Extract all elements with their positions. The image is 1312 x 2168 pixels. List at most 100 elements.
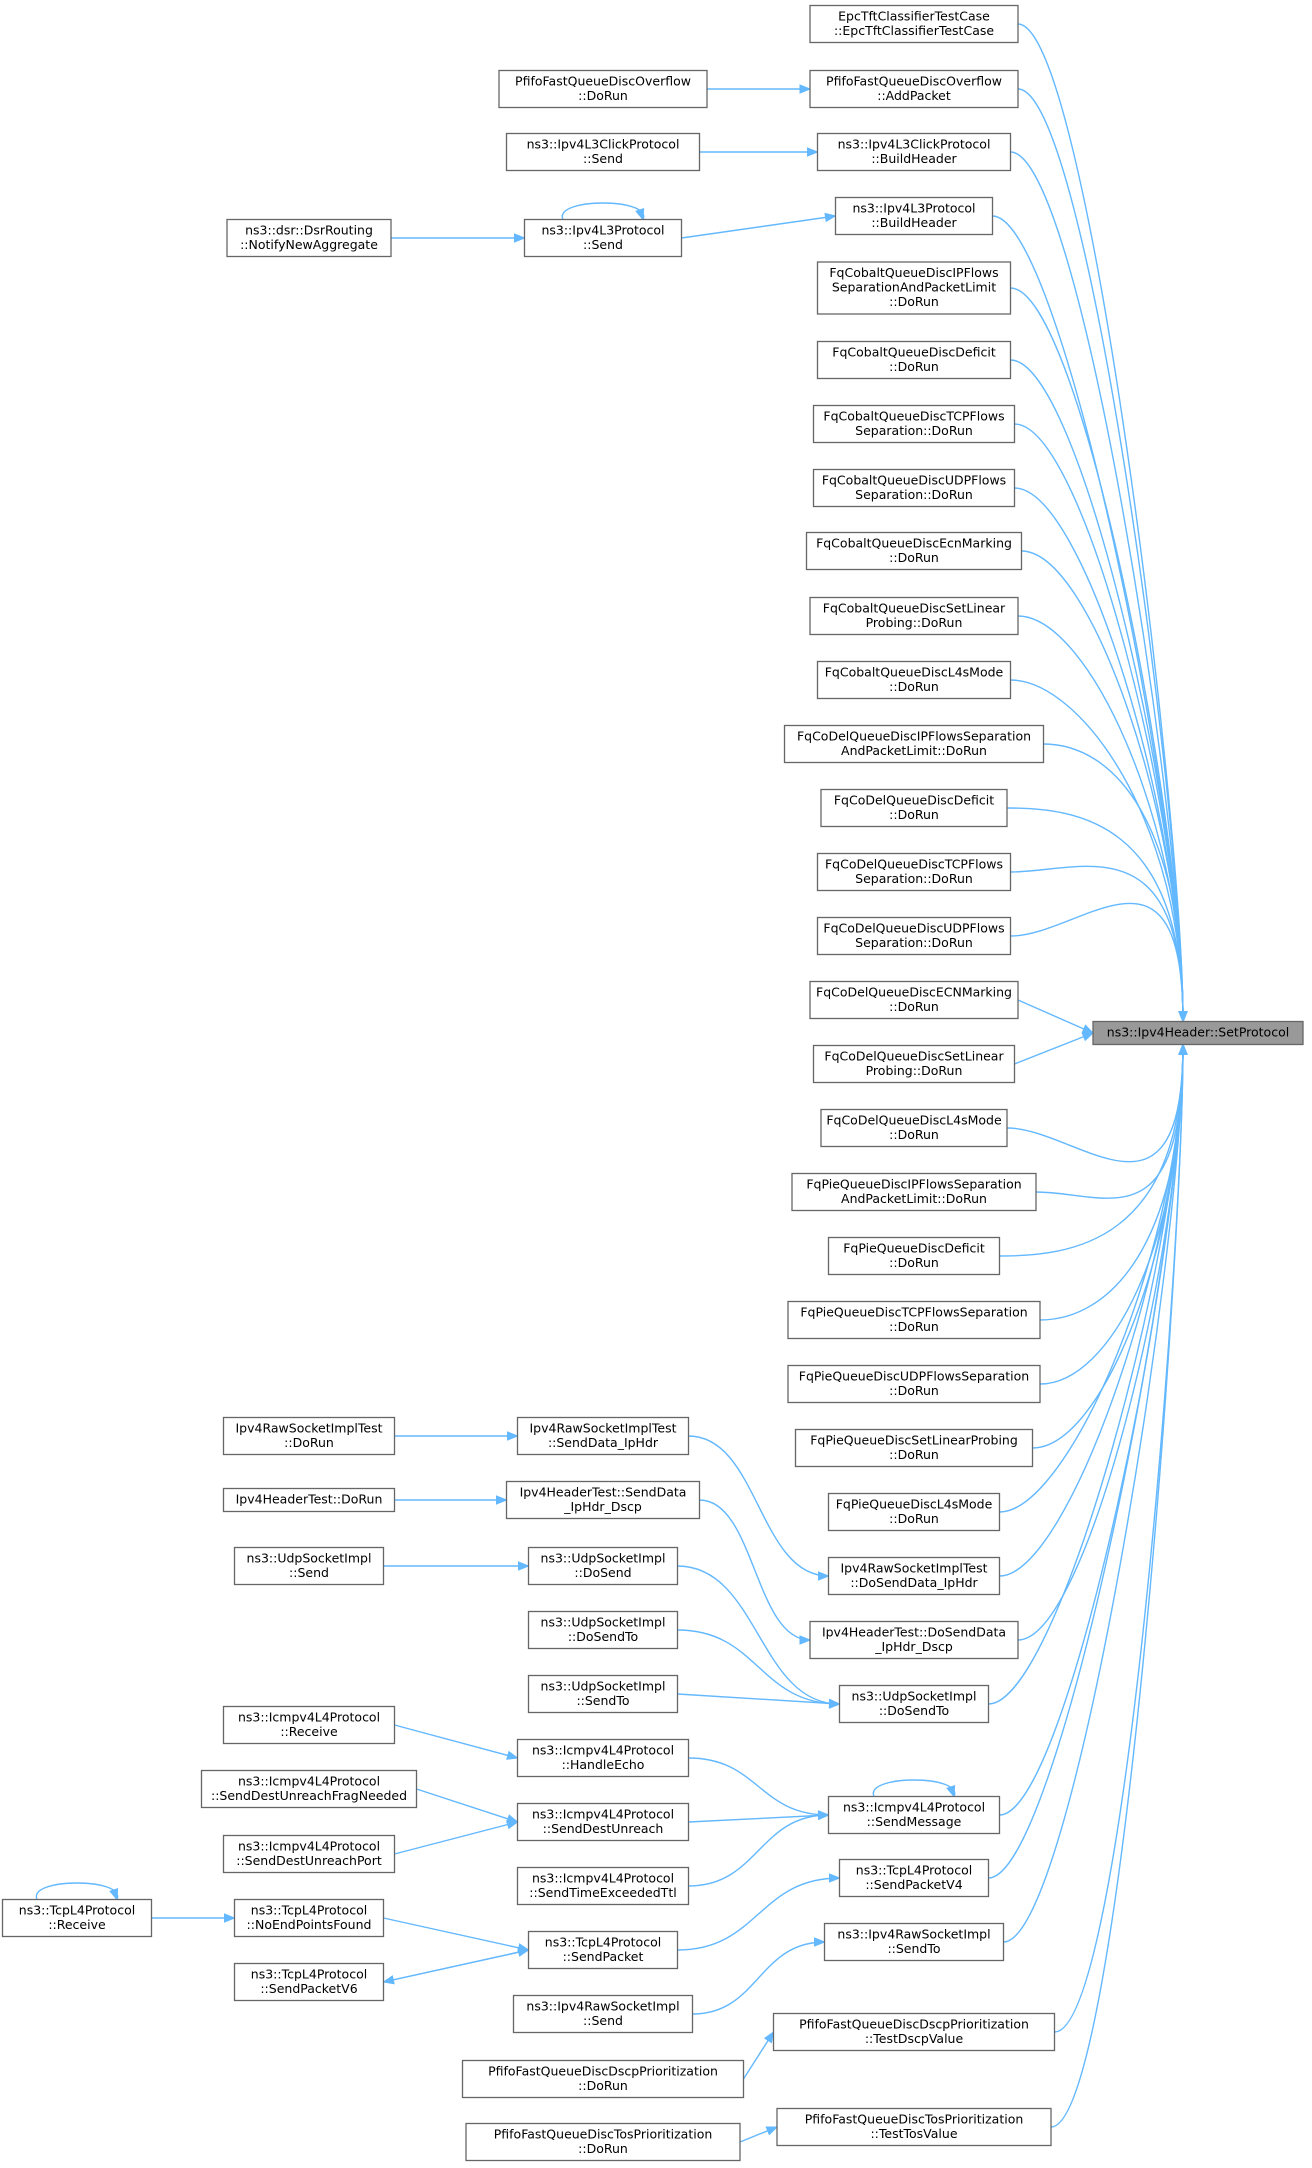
edge [692, 1941, 825, 2015]
graph-node-a12[interactable]: FqCoDelQueueDiscIPFlowsSeparationAndPack… [783, 724, 1045, 764]
graph-node-a1[interactable]: EpcTftClassifierTestCase::EpcTftClassifi… [809, 4, 1019, 44]
edge-arrowhead [765, 2126, 779, 2136]
graph-node-a22[interactable]: FqPieQueueDiscUDPFlowsSeparation::DoRun [787, 1364, 1041, 1404]
graph-node-a25[interactable]: Ipv4RawSocketImplTest::DoSendData_IpHdr [827, 1556, 1001, 1596]
edge-layer [35, 23, 1188, 2143]
graph-node-a21[interactable]: FqPieQueueDiscTCPFlowsSeparation::DoRun [787, 1300, 1041, 1340]
graph-node-c1[interactable]: ns3::dsr::DsrRouting::NotifyNewAggregate [226, 218, 392, 258]
graph-node-b2[interactable]: ns3::Ipv4L3ClickProtocol::Send [505, 132, 701, 172]
graph-node-c8[interactable]: ns3::TcpL4Protocol::NoEndPointsFound [233, 1898, 385, 1938]
graph-node-a18[interactable]: FqCoDelQueueDiscL4sMode::DoRun [820, 1108, 1008, 1148]
graph-node-c2[interactable]: Ipv4RawSocketImplTest::DoRun [222, 1416, 396, 1456]
graph-node-a11[interactable]: FqCobaltQueueDiscL4sMode::DoRun [816, 660, 1012, 700]
graph-node-b6[interactable]: ns3::UdpSocketImpl::DoSend [527, 1546, 679, 1586]
graph-node-a31[interactable]: PfifoFastQueueDiscDscpPrioritization::Te… [772, 2012, 1056, 2052]
graph-node-a14[interactable]: FqCoDelQueueDiscTCPFlowsSeparation::DoRu… [816, 852, 1012, 892]
graph-node-b14[interactable]: PfifoFastQueueDiscDscpPrioritization::Do… [461, 2059, 745, 2099]
edge [677, 1693, 840, 1705]
node-label-line: ns3::Icmpv4L4Protocol [532, 1807, 674, 1822]
node-box [820, 788, 1008, 828]
graph-node-a2[interactable]: PfifoFastQueueDiscOverflow::AddPacket [809, 69, 1019, 109]
edge-arrowhead [828, 1698, 841, 1709]
node-label-line: ns3::UdpSocketImpl [247, 1551, 372, 1566]
graph-node-a6[interactable]: FqCobaltQueueDiscDeficit::DoRun [816, 340, 1012, 380]
graph-node-a20[interactable]: FqPieQueueDiscDeficit::DoRun [827, 1236, 1001, 1276]
graph-node-a30[interactable]: ns3::Ipv4RawSocketImpl::SendTo [823, 1922, 1005, 1962]
graph-node-b1[interactable]: PfifoFastQueueDiscOverflow::DoRun [498, 69, 708, 109]
graph-node-a26[interactable]: Ipv4HeaderTest::DoSendData_IpHdr_Dscp [809, 1620, 1019, 1660]
node-label-line: ::EpcTftClassifierTestCase [834, 23, 994, 38]
edge-to-target [1010, 902, 1184, 1022]
node-label-line: ::DoRun [889, 1447, 939, 1462]
graph-node-c5[interactable]: ns3::Icmpv4L4Protocol::Receive [222, 1705, 396, 1745]
graph-node-a15[interactable]: FqCoDelQueueDiscUDPFlowsSeparation::DoRu… [816, 916, 1012, 956]
node-box [816, 916, 1012, 956]
edge-arrowhead [1081, 1024, 1095, 1034]
node-label-line: ::HandleEcho [562, 1757, 645, 1772]
graph-node-c4[interactable]: ns3::UdpSocketImpl::Send [233, 1546, 385, 1586]
graph-node-a27[interactable]: ns3::UdpSocketImpl::DoSendTo [838, 1684, 990, 1724]
node-label-line: ns3::Ipv4Header::SetProtocol [1107, 1025, 1289, 1040]
graph-node-a3[interactable]: ns3::Ipv4L3ClickProtocol::BuildHeader [816, 132, 1012, 172]
node-box [827, 1556, 1001, 1596]
graph-node-a13[interactable]: FqCoDelQueueDiscDeficit::DoRun [820, 788, 1008, 828]
node-label-line: ns3::Icmpv4L4Protocol [238, 1839, 380, 1854]
graph-node-a23[interactable]: FqPieQueueDiscSetLinearProbing::DoRun [794, 1428, 1034, 1468]
node-box [816, 132, 1012, 172]
edge [688, 1814, 829, 1887]
graph-node-a24[interactable]: FqPieQueueDiscL4sMode::DoRun [827, 1492, 1001, 1532]
node-label-line: ::Send [583, 237, 623, 252]
graph-node-a8[interactable]: FqCobaltQueueDiscUDPFlowsSeparation::DoR… [812, 468, 1016, 508]
graph-node-a19[interactable]: FqPieQueueDiscIPFlowsSeparationAndPacket… [791, 1172, 1037, 1212]
node-box [838, 1684, 990, 1724]
graph-node-b9[interactable]: ns3::Icmpv4L4Protocol::HandleEcho [516, 1738, 690, 1778]
graph-node-b8[interactable]: ns3::UdpSocketImpl::SendTo [527, 1674, 679, 1714]
node-label-line: FqCobaltQueueDiscL4sMode [825, 665, 1004, 680]
graph-node-c7[interactable]: ns3::Icmpv4L4Protocol::SendDestUnreachPo… [222, 1834, 396, 1874]
edge-to-target [1010, 679, 1184, 1022]
graph-node-a32[interactable]: PfifoFastQueueDiscTosPrioritization::Tes… [776, 2107, 1052, 2147]
graph-node-b4[interactable]: Ipv4RawSocketImplTest::SendData_IpHdr [516, 1416, 690, 1456]
node-label-line: ::SendPacketV6 [260, 1981, 357, 1996]
target-node[interactable]: ns3::Ipv4Header::SetProtocol [1092, 1020, 1304, 1046]
graph-node-c9[interactable]: ns3::TcpL4Protocol::SendPacketV6 [233, 1962, 385, 2002]
graph-node-b15[interactable]: PfifoFastQueueDiscTosPrioritization::DoR… [465, 2122, 741, 2162]
node-layer: ns3::Ipv4Header::SetProtocol EpcTftClassi… [1, 4, 1304, 2162]
graph-node-a16[interactable]: FqCoDelQueueDiscECNMarking::DoRun [809, 980, 1019, 1020]
node-label-line: Probing::DoRun [866, 1063, 963, 1078]
graph-node-b12[interactable]: ns3::TcpL4Protocol::SendPacket [527, 1930, 679, 1970]
graph-node-b11[interactable]: ns3::Icmpv4L4Protocol::SendTimeExceededT… [516, 1866, 690, 1906]
edge-to-target [1010, 287, 1184, 1022]
graph-node-a4[interactable]: ns3::Ipv4L3Protocol::BuildHeader [834, 196, 994, 236]
graph-node-a9[interactable]: FqCobaltQueueDiscEcnMarking::DoRun [805, 531, 1023, 571]
graph-node-a29[interactable]: ns3::TcpL4Protocol::SendPacketV4 [838, 1858, 990, 1898]
graph-node-a28[interactable]: ns3::Icmpv4L4Protocol::SendMessage [827, 1795, 1001, 1835]
graph-node-b5[interactable]: Ipv4HeaderTest::SendData_IpHdr_Dscp [505, 1480, 701, 1520]
graph-node-b13[interactable]: ns3::Ipv4RawSocketImpl::Send [512, 1994, 694, 2034]
graph-node-b10[interactable]: ns3::Icmpv4L4Protocol::SendDestUnreach [516, 1802, 690, 1842]
edge-to-target [1014, 423, 1184, 1022]
node-box [527, 1930, 679, 1970]
node-label-line: Probing::DoRun [866, 615, 963, 630]
graph-node-b7[interactable]: ns3::UdpSocketImpl::DoSendTo [527, 1610, 679, 1650]
node-label-line: FqCoDelQueueDiscUDPFlows [823, 921, 1004, 936]
node-box [812, 468, 1016, 508]
node-box [200, 1769, 418, 1809]
node-box [222, 1834, 396, 1874]
node-label-line: FqCoDelQueueDiscIPFlowsSeparation [797, 729, 1031, 744]
graph-node-c3[interactable]: Ipv4HeaderTest::DoRun [222, 1487, 396, 1513]
graph-node-a5[interactable]: FqCobaltQueueDiscIPFlowsSeparationAndPac… [816, 261, 1012, 315]
node-label-line: AndPacketLimit::DoRun [841, 743, 987, 758]
graph-node-c6[interactable]: ns3::Icmpv4L4Protocol::SendDestUnreachFr… [200, 1769, 418, 1809]
node-label-line: ::DoSend [574, 1565, 631, 1580]
graph-node-d1[interactable]: ns3::TcpL4Protocol::Receive [1, 1898, 153, 1938]
graph-node-a7[interactable]: FqCobaltQueueDiscTCPFlowsSeparation::DoR… [812, 404, 1016, 444]
node-box [809, 69, 1019, 109]
node-label-line: ::TestTosValue [870, 2126, 957, 2141]
graph-node-b3[interactable]: ns3::Ipv4L3Protocol::Send [523, 218, 683, 258]
node-box [465, 2122, 741, 2162]
node-box [527, 1546, 679, 1586]
node-label-line: ::DoRun [889, 679, 939, 694]
